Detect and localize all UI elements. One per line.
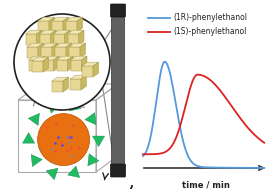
Polygon shape xyxy=(77,17,82,32)
Polygon shape xyxy=(81,56,87,71)
Polygon shape xyxy=(70,56,87,60)
Polygon shape xyxy=(69,47,80,58)
Polygon shape xyxy=(53,30,70,34)
Polygon shape xyxy=(52,21,63,32)
Polygon shape xyxy=(69,43,85,47)
Polygon shape xyxy=(64,30,70,45)
Polygon shape xyxy=(67,34,78,45)
Polygon shape xyxy=(39,34,50,45)
Polygon shape xyxy=(67,56,73,71)
Polygon shape xyxy=(41,47,52,58)
Polygon shape xyxy=(52,81,63,92)
Polygon shape xyxy=(27,43,44,47)
Polygon shape xyxy=(70,75,87,79)
FancyBboxPatch shape xyxy=(112,12,124,168)
Polygon shape xyxy=(32,57,48,61)
Polygon shape xyxy=(46,168,58,180)
Polygon shape xyxy=(31,155,42,167)
Polygon shape xyxy=(28,113,39,125)
Polygon shape xyxy=(67,30,84,34)
Polygon shape xyxy=(38,17,55,21)
Polygon shape xyxy=(93,136,105,147)
Polygon shape xyxy=(66,17,82,21)
Polygon shape xyxy=(80,43,85,58)
Polygon shape xyxy=(66,21,77,32)
Polygon shape xyxy=(50,30,56,45)
Polygon shape xyxy=(27,47,38,58)
Polygon shape xyxy=(56,60,67,71)
Polygon shape xyxy=(52,77,68,81)
FancyBboxPatch shape xyxy=(110,4,125,17)
Circle shape xyxy=(38,114,90,166)
Polygon shape xyxy=(66,43,72,58)
Polygon shape xyxy=(53,56,59,71)
Polygon shape xyxy=(55,43,72,47)
Polygon shape xyxy=(48,102,59,113)
Polygon shape xyxy=(52,17,68,21)
Polygon shape xyxy=(39,30,56,34)
Polygon shape xyxy=(82,62,98,66)
Polygon shape xyxy=(38,21,49,32)
Text: time / min: time / min xyxy=(182,180,229,189)
Polygon shape xyxy=(25,30,42,34)
Polygon shape xyxy=(81,75,87,90)
FancyBboxPatch shape xyxy=(110,164,125,177)
Polygon shape xyxy=(43,57,48,72)
Polygon shape xyxy=(36,30,42,45)
Polygon shape xyxy=(32,61,43,72)
Polygon shape xyxy=(82,66,93,77)
Polygon shape xyxy=(69,99,81,111)
Polygon shape xyxy=(78,30,84,45)
Polygon shape xyxy=(22,133,35,143)
Polygon shape xyxy=(38,43,44,58)
Polygon shape xyxy=(63,77,68,92)
Polygon shape xyxy=(52,43,58,58)
Polygon shape xyxy=(93,62,98,77)
Polygon shape xyxy=(42,56,59,60)
Text: (1R)-phenylethanol: (1R)-phenylethanol xyxy=(173,13,247,22)
Polygon shape xyxy=(39,56,45,71)
Polygon shape xyxy=(88,154,99,166)
Polygon shape xyxy=(28,56,45,60)
Polygon shape xyxy=(68,166,80,177)
Polygon shape xyxy=(53,34,64,45)
Polygon shape xyxy=(28,60,39,71)
Polygon shape xyxy=(41,43,58,47)
Polygon shape xyxy=(85,113,96,125)
Circle shape xyxy=(14,14,110,110)
Polygon shape xyxy=(55,47,66,58)
Polygon shape xyxy=(70,60,81,71)
Polygon shape xyxy=(25,34,36,45)
Polygon shape xyxy=(70,79,81,90)
Polygon shape xyxy=(56,56,73,60)
Polygon shape xyxy=(49,17,55,32)
Text: (1S)-phenylethanol: (1S)-phenylethanol xyxy=(173,28,246,36)
Polygon shape xyxy=(42,60,53,71)
Polygon shape xyxy=(63,17,68,32)
